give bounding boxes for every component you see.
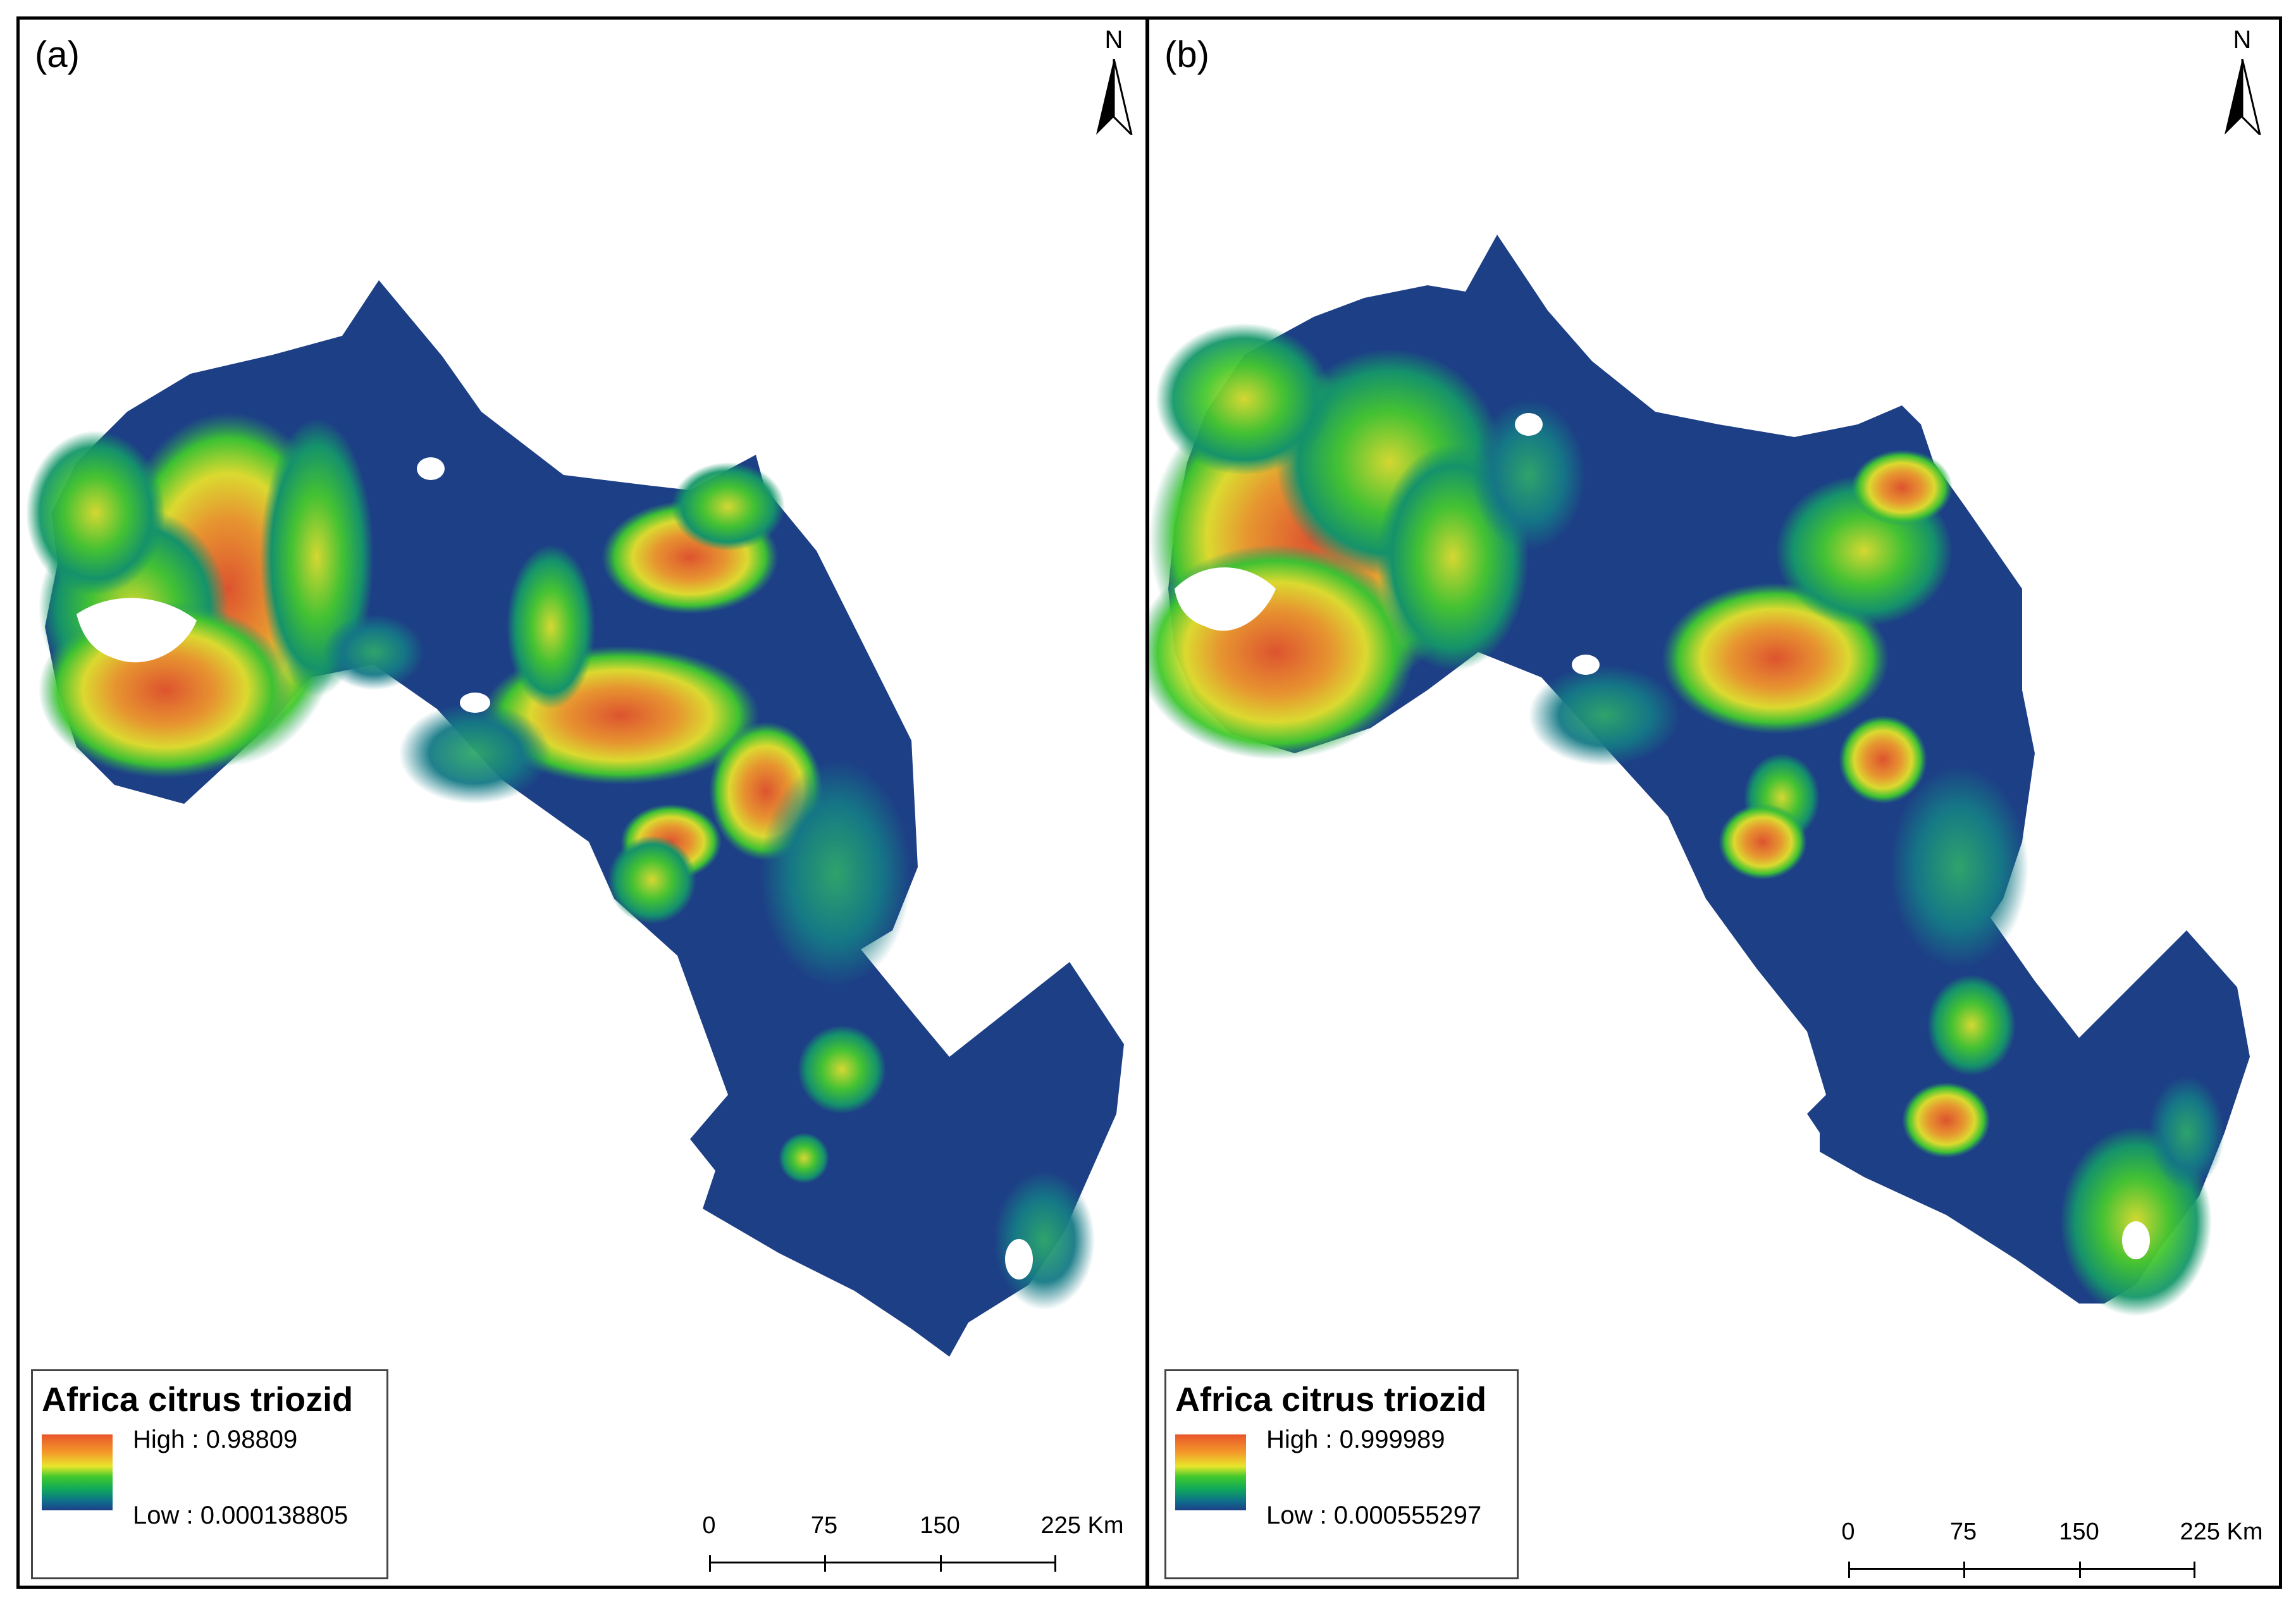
legend-color-ramp	[42, 1434, 113, 1510]
scale-tick	[940, 1555, 942, 1572]
north-arrow: N	[2217, 26, 2268, 140]
scale-tick	[709, 1555, 711, 1572]
north-label: N	[1104, 26, 1123, 54]
north-arrow: N	[1089, 26, 1139, 140]
scale-tick	[2194, 1562, 2195, 1578]
legend-low-label: Low : 0.000138805	[133, 1501, 349, 1529]
map-panel-a: (a) N	[16, 16, 1149, 1589]
north-arrow-icon	[2225, 59, 2261, 135]
scale-tick-label: 75	[810, 1512, 838, 1539]
scale-tick	[1963, 1562, 1965, 1578]
scale-tick	[824, 1555, 826, 1572]
scale-tick-label: 225 Km	[2180, 1519, 2263, 1545]
scale-bar: 0 75 150 225 Km	[702, 1512, 1123, 1588]
legend-color-ramp	[1175, 1434, 1246, 1510]
map-panel-b: (b) N	[1146, 16, 2282, 1589]
scale-tick	[2079, 1562, 2081, 1578]
scale-tick-label: 150	[2059, 1519, 2099, 1545]
water-bodies	[1175, 413, 2150, 1259]
scale-tick-label: 0	[1841, 1519, 1855, 1545]
legend-title: Africa citrus triozid	[1175, 1381, 1487, 1419]
scale-tick-label: 150	[920, 1512, 960, 1539]
legend-title: Africa citrus triozid	[42, 1381, 354, 1419]
water-bodies	[77, 457, 1033, 1279]
scale-tick-label: 225 Km	[1040, 1512, 1124, 1539]
scale-tick	[1054, 1555, 1056, 1572]
suitability-map-b	[1149, 235, 2250, 1316]
north-arrow-icon	[1096, 59, 1133, 135]
scale-tick	[1848, 1562, 1850, 1578]
scale-line	[709, 1562, 1056, 1563]
legend-high-label: High : 0.98809	[133, 1426, 298, 1453]
north-label: N	[2233, 26, 2252, 54]
legend: Africa citrus triozid High : 0.98809 Low…	[31, 1369, 388, 1579]
legend-high-label: High : 0.999989	[1266, 1426, 1445, 1453]
scale-bar: 0 75 150 225 Km	[1841, 1519, 2262, 1594]
legend: Africa citrus triozid High : 0.999989 Lo…	[1164, 1369, 1519, 1579]
legend-low-label: Low : 0.000555297	[1266, 1501, 1482, 1529]
scale-tick-label: 0	[702, 1512, 716, 1539]
scale-tick-label: 75	[1949, 1519, 1977, 1545]
scale-line	[1848, 1568, 2195, 1570]
panel-label: (b)	[1164, 34, 1209, 75]
suitability-map-a	[26, 280, 1124, 1357]
panel-label: (a)	[35, 34, 80, 75]
